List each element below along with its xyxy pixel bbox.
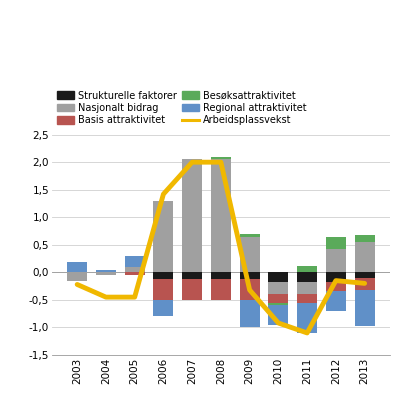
- Bar: [297, 303, 317, 333]
- Bar: [268, 273, 289, 282]
- Bar: [268, 295, 289, 303]
- Bar: [67, 273, 87, 281]
- Bar: [326, 290, 346, 311]
- Bar: [211, 279, 231, 300]
- Bar: [355, 278, 375, 290]
- Bar: [153, 273, 174, 279]
- Bar: [268, 303, 289, 305]
- Bar: [240, 234, 259, 237]
- Bar: [326, 249, 346, 273]
- Bar: [182, 279, 202, 300]
- Bar: [326, 237, 346, 249]
- Bar: [297, 273, 317, 282]
- Bar: [153, 300, 174, 317]
- Bar: [125, 256, 145, 267]
- Bar: [153, 279, 174, 300]
- Bar: [240, 300, 259, 327]
- Bar: [125, 267, 145, 273]
- Bar: [240, 279, 259, 300]
- Bar: [326, 282, 346, 290]
- Bar: [67, 262, 87, 273]
- Bar: [326, 273, 346, 282]
- Bar: [268, 305, 289, 325]
- Bar: [211, 273, 231, 279]
- Legend: Strukturelle faktorer, Nasjonalt bidrag, Basis attraktivitet, Besøksattraktivite: Strukturelle faktorer, Nasjonalt bidrag,…: [57, 91, 307, 125]
- Bar: [297, 266, 317, 273]
- Bar: [182, 160, 202, 273]
- Bar: [240, 237, 259, 273]
- Bar: [297, 295, 317, 303]
- Bar: [297, 282, 317, 295]
- Bar: [355, 235, 375, 242]
- Bar: [355, 290, 375, 326]
- Bar: [182, 273, 202, 279]
- Bar: [268, 282, 289, 295]
- Bar: [96, 273, 116, 275]
- Bar: [355, 273, 375, 278]
- Bar: [211, 160, 231, 273]
- Bar: [153, 201, 174, 273]
- Bar: [211, 157, 231, 160]
- Bar: [240, 273, 259, 279]
- Bar: [125, 273, 145, 275]
- Bar: [96, 270, 116, 273]
- Bar: [355, 242, 375, 273]
